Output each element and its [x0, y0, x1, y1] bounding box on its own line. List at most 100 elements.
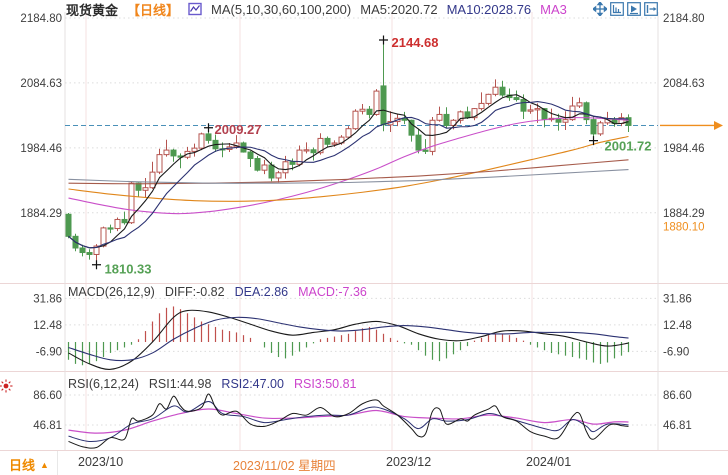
move-crosshair-button[interactable]: [593, 2, 607, 16]
candle-body: [268, 164, 275, 179]
candle-body: [198, 133, 205, 149]
alert-level-label: 1880.10: [663, 222, 705, 234]
high-marker-label: 2144.68: [392, 35, 439, 50]
rsi2-line: [68, 400, 629, 442]
candle-body: [380, 85, 387, 126]
candle-body: [282, 161, 289, 174]
macd-diff-value: DIFF:-0.82: [164, 285, 225, 299]
macd-tick-left: 12.48: [33, 320, 62, 332]
swing-high-marker-cross: [204, 123, 213, 133]
candle-body: [401, 117, 408, 121]
rsi-label-row: RSI(6,12,24) RSI1:44.98 RSI2:47.00 RSI3:…: [68, 377, 357, 391]
rsi3-line: [68, 408, 629, 434]
macd-dea-value: DEA:2.86: [234, 285, 289, 299]
candle-body: [107, 227, 114, 230]
candle-body: [373, 90, 380, 115]
price-tick-left: 1984.46: [20, 143, 62, 155]
chart-type-icon: [188, 2, 202, 16]
chart-toolbar: [593, 2, 658, 16]
candle-body: [443, 113, 450, 126]
candle-body: [492, 86, 499, 95]
candle-body: [478, 102, 485, 110]
candle-body: [485, 93, 492, 104]
macd-tick-left: 31.86: [33, 293, 62, 305]
price-tick-right: 2084.63: [663, 78, 705, 90]
candle-body: [142, 187, 149, 191]
period-tab-label: 日线: [9, 458, 36, 473]
rsi1-line: [68, 393, 629, 449]
candle-body: [310, 149, 317, 154]
candle-body: [79, 247, 86, 254]
rsi2-value: RSI2:47.00: [221, 377, 284, 391]
macd-tick-right: -6.90: [663, 346, 689, 358]
price-tick-right: 2184.80: [663, 13, 705, 25]
price-arrow-icon: [714, 120, 723, 130]
price-tick-left: 2184.80: [20, 13, 62, 25]
candle-body: [359, 108, 366, 112]
alert-settings-icon[interactable]: [0, 378, 15, 394]
ma-line-ma100: [68, 159, 629, 185]
ma10-value-label: MA10:2028.76: [446, 1, 532, 17]
rsi-tick-right: 46.81: [663, 420, 692, 432]
low-marker-label: 1810.33: [105, 262, 152, 277]
x-axis-label-dec: 2023/12: [386, 455, 432, 469]
candle-body: [534, 108, 541, 111]
candle-body: [205, 133, 212, 141]
candle-body: [261, 164, 268, 171]
macd-title: MACD(26,12,9): [68, 285, 155, 299]
candle-body: [597, 122, 604, 135]
candle-body: [170, 149, 177, 157]
candle-body: [65, 213, 72, 237]
candle-body: [191, 147, 198, 152]
candle-body: [527, 109, 534, 112]
swing-high-marker-label: 2009.27: [215, 122, 262, 137]
candle-body: [408, 119, 415, 136]
candle-body: [562, 119, 569, 123]
symbol-title: 现货黄金: [66, 2, 119, 18]
ma-line-ma5: [68, 94, 629, 249]
x-axis-label-oct: 2023/10: [78, 455, 124, 469]
candle-body: [289, 161, 296, 165]
auto-scroll-button[interactable]: [627, 2, 641, 16]
period-label: 【日线】: [127, 2, 180, 18]
candle-body: [513, 97, 520, 101]
candle-body: [121, 218, 128, 224]
x-axis-label-selected-date: 2023/11/02 星期四: [233, 459, 336, 473]
candle-body: [422, 149, 429, 152]
candle-body: [576, 102, 583, 107]
ma-line-ma60: [68, 135, 629, 202]
candle-body: [114, 218, 121, 230]
candle-body: [317, 137, 324, 154]
candle-body: [275, 172, 282, 179]
price-tick-left: 1884.29: [20, 208, 62, 220]
candle-body: [156, 154, 163, 173]
x-axis-label-jan: 2024/01: [526, 455, 572, 469]
candle-body: [331, 142, 338, 145]
low-marker-cross: [92, 260, 101, 270]
candle-body: [471, 108, 478, 119]
axis-scale-button[interactable]: [610, 2, 624, 16]
candle-body: [135, 182, 142, 191]
price-tick-right: 1884.29: [663, 208, 705, 220]
ma30-value-label: MA3: [540, 1, 567, 17]
period-tab-daily[interactable]: 日线 ▲: [9, 455, 49, 474]
ma-settings-label: MA(5,10,30,60,100,200): [211, 1, 352, 17]
candle-body: [254, 158, 261, 171]
macd-tick-right: 31.86: [663, 293, 692, 305]
macd-macd-value: MACD:-7.36: [298, 285, 367, 299]
candle-body: [128, 182, 135, 224]
go-to-end-button[interactable]: [644, 2, 658, 16]
candle-body: [415, 134, 422, 151]
macd-tick-right: 12.48: [663, 320, 692, 332]
high-marker-cross: [379, 35, 388, 45]
candle-body: [583, 102, 590, 121]
recent-low-marker-label: 2001.72: [605, 139, 652, 154]
rsi-tick-left: 86.60: [33, 390, 62, 402]
candle-body: [366, 108, 373, 115]
candle-body: [296, 149, 303, 165]
price-tick-left: 2084.63: [20, 78, 62, 90]
macd-label-row: MACD(26,12,9) DIFF:-0.82 DEA:2.86 MACD:-…: [68, 285, 367, 299]
ma5-value-label: MA5:2020.72: [360, 1, 438, 17]
candle-body: [499, 86, 506, 96]
